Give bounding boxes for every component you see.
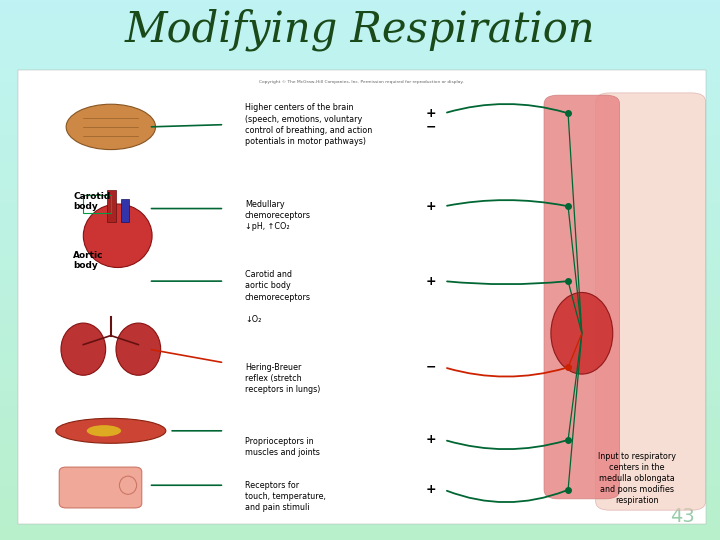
Text: Hering-Breuer
reflex (stretch
receptors in lungs): Hering-Breuer reflex (stretch receptors … (245, 363, 320, 394)
Ellipse shape (551, 293, 613, 374)
Ellipse shape (84, 204, 152, 267)
Text: Copyright © The McGraw-Hill Companies, Inc. Permission required for reproduction: Copyright © The McGraw-Hill Companies, I… (259, 79, 464, 84)
FancyBboxPatch shape (107, 191, 116, 222)
Text: Receptors for
touch, temperature,
and pain stimuli: Receptors for touch, temperature, and pa… (245, 481, 325, 512)
Text: +: + (426, 434, 436, 447)
Text: Input to respiratory
centers in the
medulla oblongata
and pons modifies
respirat: Input to respiratory centers in the medu… (598, 452, 676, 505)
Ellipse shape (61, 323, 106, 375)
Text: +: + (426, 483, 436, 496)
Ellipse shape (87, 425, 121, 436)
Text: Higher centers of the brain
(speech, emotions, voluntary
control of breathing, a: Higher centers of the brain (speech, emo… (245, 104, 372, 146)
FancyBboxPatch shape (18, 70, 706, 524)
FancyBboxPatch shape (595, 93, 706, 510)
FancyBboxPatch shape (59, 467, 142, 508)
Ellipse shape (116, 323, 161, 375)
Ellipse shape (120, 476, 137, 494)
FancyBboxPatch shape (121, 199, 130, 222)
Text: +: + (426, 275, 436, 288)
FancyBboxPatch shape (544, 95, 620, 499)
Text: 43: 43 (670, 508, 695, 526)
Text: Aortic
body: Aortic body (73, 251, 104, 271)
Text: Modifying Respiration: Modifying Respiration (125, 9, 595, 51)
Ellipse shape (56, 418, 166, 443)
Text: +: + (426, 107, 436, 120)
Text: +: + (426, 200, 436, 213)
Text: Carotid
body: Carotid body (73, 192, 110, 212)
Text: Carotid and
aortic body
chemoreceptors

↓O₂: Carotid and aortic body chemoreceptors ↓… (245, 271, 311, 323)
Text: Proprioceptors in
muscles and joints: Proprioceptors in muscles and joints (245, 437, 320, 457)
Text: Medullary
chemoreceptors
↓pH, ↑CO₂: Medullary chemoreceptors ↓pH, ↑CO₂ (245, 200, 311, 231)
Text: −: − (426, 361, 436, 374)
Text: −: − (426, 120, 436, 133)
Ellipse shape (66, 104, 156, 150)
